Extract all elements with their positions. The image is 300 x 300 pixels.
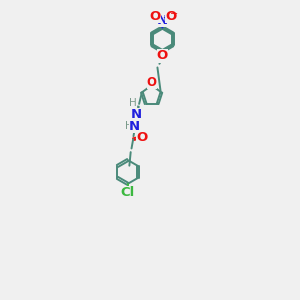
Text: Cl: Cl (121, 186, 135, 199)
Text: O: O (147, 76, 157, 89)
Text: N: N (157, 14, 168, 27)
Text: +: + (162, 13, 169, 22)
Text: N: N (129, 120, 140, 134)
Text: O: O (165, 10, 176, 23)
Text: −: − (170, 9, 178, 20)
Text: O: O (150, 10, 161, 23)
Text: N: N (131, 109, 142, 122)
Text: H: H (125, 121, 133, 130)
Text: O: O (157, 50, 168, 62)
Text: H: H (129, 98, 137, 108)
Text: O: O (136, 131, 147, 144)
